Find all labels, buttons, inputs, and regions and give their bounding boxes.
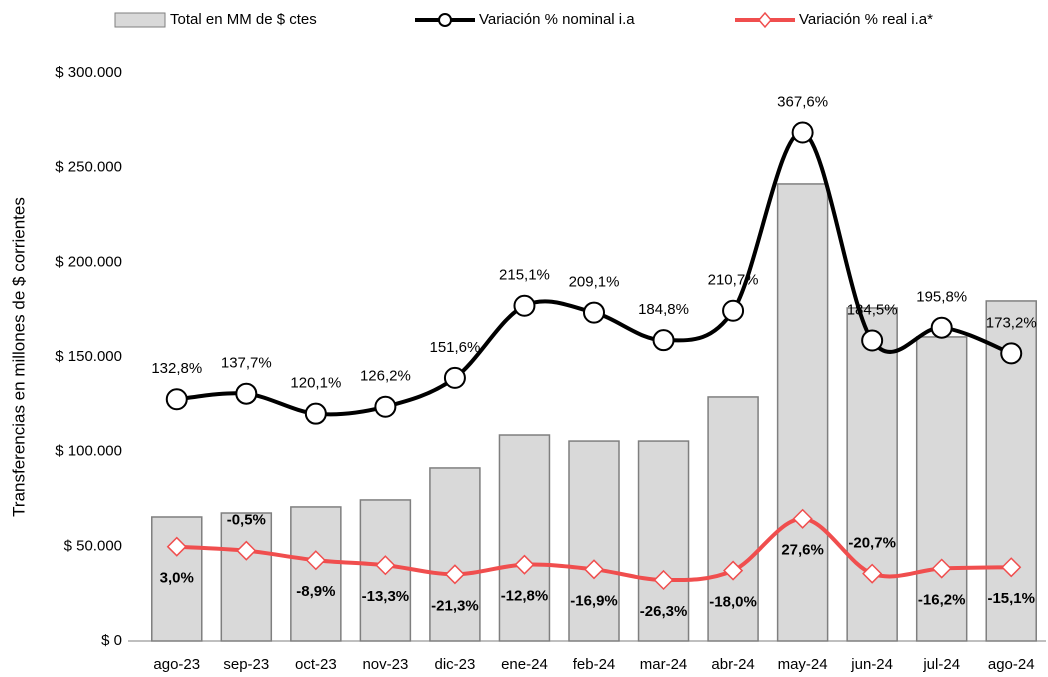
data-label: 184,8% xyxy=(638,301,689,318)
data-label: 3,0% xyxy=(160,570,194,587)
y-tick-label: $ 0 xyxy=(101,632,122,649)
legend-marker xyxy=(438,13,452,27)
bar xyxy=(846,307,898,642)
y-tick-label: $ 250.000 xyxy=(55,159,122,176)
data-label: 132,8% xyxy=(151,360,202,377)
bar xyxy=(568,440,620,642)
marker xyxy=(862,563,883,584)
data-label: 126,2% xyxy=(360,368,411,385)
y-axis-label: Transferencias en millones de $ corrient… xyxy=(9,197,28,517)
data-label: -20,7% xyxy=(848,535,896,552)
marker xyxy=(792,508,813,529)
bar xyxy=(776,183,829,642)
bar xyxy=(429,467,481,642)
bar xyxy=(498,434,551,642)
data-label: -8,9% xyxy=(296,583,335,600)
data-label: 27,6% xyxy=(781,542,824,559)
marker xyxy=(1001,557,1022,578)
marker xyxy=(235,382,258,405)
marker xyxy=(861,329,884,352)
x-tick-label: jul-24 xyxy=(922,656,960,673)
marker xyxy=(514,554,535,575)
bar xyxy=(915,336,968,642)
x-tick-label: dic-23 xyxy=(434,656,475,673)
marker xyxy=(305,550,326,571)
marker xyxy=(443,366,466,389)
data-label: 367,6% xyxy=(777,93,828,110)
x-tick-label: oct-23 xyxy=(295,656,337,673)
data-label: -21,3% xyxy=(431,597,479,614)
data-label: -26,3% xyxy=(640,603,688,620)
x-tick-label: jun-24 xyxy=(850,656,893,673)
x-tick-label: feb-24 xyxy=(573,656,616,673)
data-label: -16,9% xyxy=(570,592,618,609)
bar xyxy=(707,396,759,642)
data-label: 173,2% xyxy=(986,314,1037,331)
data-label: 137,7% xyxy=(221,355,272,372)
y-tick-label: $ 50.000 xyxy=(64,537,122,554)
x-tick-label: ago-24 xyxy=(988,656,1035,673)
bar xyxy=(220,512,273,642)
data-label: -16,2% xyxy=(918,591,966,608)
data-label: 120,1% xyxy=(290,375,341,392)
marker xyxy=(304,402,327,425)
marker xyxy=(723,560,744,581)
marker xyxy=(791,121,814,144)
marker xyxy=(236,540,257,561)
marker xyxy=(583,301,605,324)
marker xyxy=(722,299,745,322)
data-label: 195,8% xyxy=(916,289,967,306)
marker xyxy=(931,558,952,579)
legend-swatch xyxy=(114,12,166,28)
marker xyxy=(930,316,953,339)
bar xyxy=(290,506,342,642)
marker xyxy=(166,536,187,557)
data-label: 210,7% xyxy=(708,272,759,289)
data-label: 151,6% xyxy=(429,339,480,356)
marker xyxy=(653,569,674,591)
x-tick-label: may-24 xyxy=(778,656,828,673)
marker xyxy=(652,329,675,352)
data-label: 184,5% xyxy=(847,301,898,318)
y-tick-label: $ 100.000 xyxy=(55,443,122,460)
data-label: -15,1% xyxy=(987,590,1035,607)
x-tick-label: sep-23 xyxy=(223,656,269,673)
bar xyxy=(637,440,690,642)
marker xyxy=(375,555,396,576)
legend-label: Variación % real i.a* xyxy=(799,11,933,28)
data-label: 215,1% xyxy=(499,267,550,284)
data-label: 209,1% xyxy=(569,274,620,291)
marker xyxy=(513,294,536,317)
x-tick-label: nov-23 xyxy=(362,656,408,673)
y-tick-label: $ 200.000 xyxy=(55,253,122,270)
marker xyxy=(583,559,605,580)
data-label: -13,3% xyxy=(362,588,410,605)
legend-label: Variación % nominal i.a xyxy=(479,11,635,28)
marker xyxy=(374,395,397,418)
marker xyxy=(444,564,465,585)
data-label: -12,8% xyxy=(501,588,549,605)
legend-marker xyxy=(758,11,772,29)
marker xyxy=(1000,342,1023,365)
x-tick-label: ene-24 xyxy=(501,656,548,673)
y-tick-label: $ 300.000 xyxy=(55,64,122,81)
x-tick-label: ago-23 xyxy=(153,656,200,673)
x-tick-label: abr-24 xyxy=(711,656,754,673)
marker xyxy=(165,388,188,411)
data-label: -18,0% xyxy=(709,594,757,611)
y-tick-label: $ 150.000 xyxy=(55,348,122,365)
x-tick-label: mar-24 xyxy=(640,656,688,673)
legend-label: Total en MM de $ ctes xyxy=(170,11,317,28)
data-label: -0,5% xyxy=(227,512,266,529)
